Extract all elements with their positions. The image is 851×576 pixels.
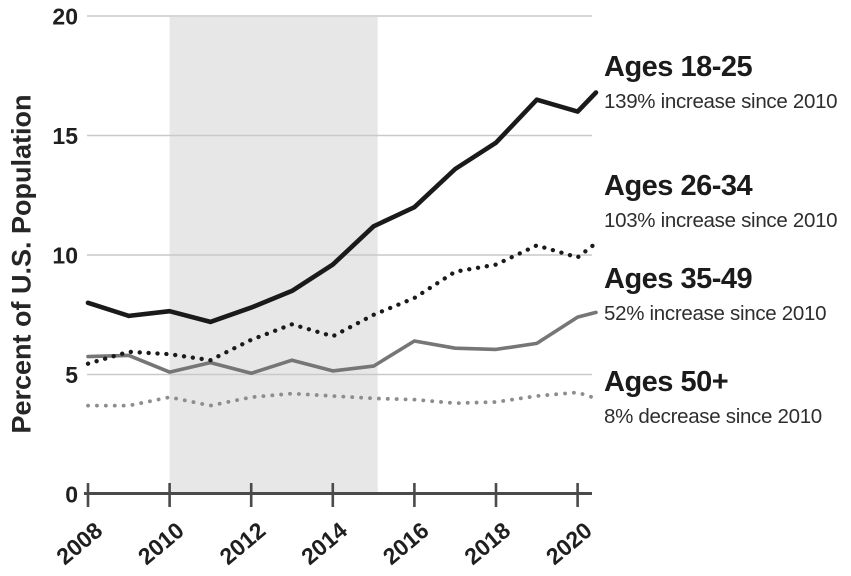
- legend-entry-ages-18-25: Ages 18-25 139% increase since 2010: [604, 52, 851, 113]
- y-tick-label: 0: [65, 482, 78, 508]
- legend-subtitle: 139% increase since 2010: [604, 90, 838, 114]
- legend-title: Ages 18-25: [604, 51, 753, 83]
- y-tick-label: 15: [52, 123, 78, 149]
- legend-title: Ages 50+: [604, 366, 729, 398]
- legend-entry-ages-26-34: Ages 26-34 103% increase since 2010: [604, 171, 851, 232]
- x-tick-label: 2018: [459, 517, 515, 570]
- legend-entry-ages-50-plus: Ages 50+ 8% decrease since 2010: [604, 367, 851, 428]
- legend-title: Ages 35-49: [604, 263, 753, 295]
- legend-subtitle: 52% increase since 2010: [604, 302, 827, 326]
- x-tick-label: 2020: [541, 517, 597, 570]
- series-line-ages-35-49: [86, 310, 598, 376]
- series-line-ages-26-34: [85, 240, 599, 366]
- series-line-ages-18-25: [85, 90, 599, 325]
- x-tick-label: 2012: [215, 517, 271, 570]
- y-tick-label: 5: [65, 362, 78, 388]
- x-tick-label: 2010: [133, 517, 189, 570]
- x-tick-label: 2014: [296, 517, 352, 570]
- legend-subtitle: 103% increase since 2010: [604, 209, 838, 233]
- x-tick-label: 2016: [378, 517, 434, 570]
- legend-title: Ages 26-34: [604, 170, 753, 202]
- legend-subtitle: 8% decrease since 2010: [604, 405, 822, 429]
- y-tick-label: 20: [52, 4, 78, 30]
- legend-entry-ages-35-49: Ages 35-49 52% increase since 2010: [604, 264, 851, 325]
- series-line-ages-50-: [86, 390, 598, 408]
- y-tick-label: 10: [52, 243, 78, 269]
- x-tick-label: 2008: [51, 517, 107, 570]
